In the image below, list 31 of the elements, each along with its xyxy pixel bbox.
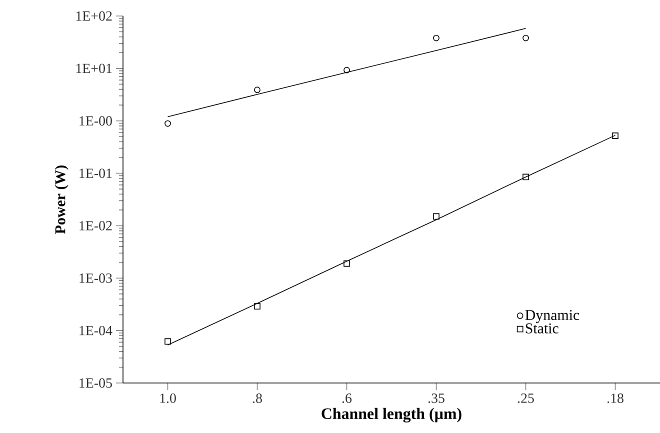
- x-tick-label: .18: [607, 394, 624, 403]
- y-tick-label: 1E-02: [80, 221, 112, 230]
- point: [522, 174, 529, 180]
- x-tick-label: .35: [428, 394, 444, 403]
- x-tick-label: .8: [252, 394, 262, 403]
- y-tick-label: 1E+01: [76, 64, 112, 74]
- point: [254, 86, 260, 94]
- x-tick-label: .6: [342, 394, 352, 403]
- point: [164, 338, 171, 345]
- point: [433, 34, 440, 42]
- y-tick-label: 1E-05: [80, 378, 112, 388]
- y-tick-label: 1E-04: [80, 326, 112, 336]
- y-tick-label: 1E+02: [76, 11, 112, 21]
- point: [433, 213, 440, 220]
- y-tick-label: 1E-01: [80, 168, 112, 178]
- y-axis-title: Power (W): [54, 166, 68, 234]
- legend-label: Static: [526, 323, 558, 334]
- point: [612, 132, 618, 139]
- point: [164, 120, 171, 127]
- point: [344, 66, 350, 74]
- y-tick-label: 1E-03: [80, 273, 112, 283]
- x-tick-label: 1.0: [160, 394, 176, 403]
- x-axis-title: Channel length (µm): [322, 408, 462, 422]
- line-series: [167, 134, 616, 346]
- x-tick-label: .25: [518, 394, 534, 403]
- point: [522, 34, 529, 42]
- point: [344, 260, 350, 267]
- legend-label: Dynamic: [525, 310, 580, 324]
- point: [254, 303, 260, 310]
- y-tick-label: 1E-00: [80, 116, 112, 126]
- line-series: [167, 28, 526, 118]
